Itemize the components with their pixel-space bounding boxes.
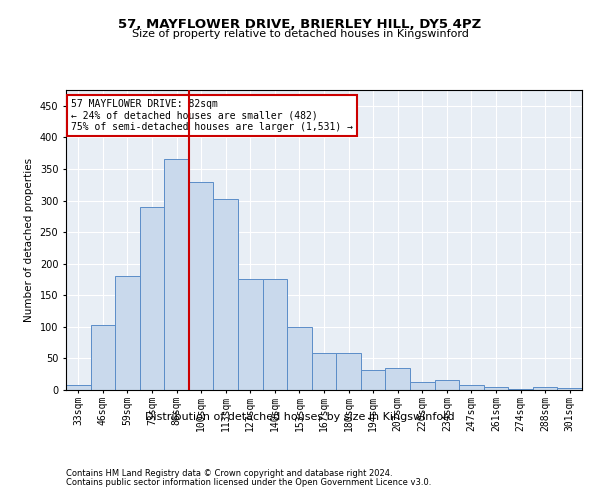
Y-axis label: Number of detached properties: Number of detached properties — [24, 158, 34, 322]
Bar — [115, 276, 140, 390]
Bar — [484, 387, 508, 390]
Bar — [361, 370, 385, 390]
Text: 57, MAYFLOWER DRIVE, BRIERLEY HILL, DY5 4PZ: 57, MAYFLOWER DRIVE, BRIERLEY HILL, DY5 … — [118, 18, 482, 30]
Text: Size of property relative to detached houses in Kingswinford: Size of property relative to detached ho… — [131, 29, 469, 39]
Text: 57 MAYFLOWER DRIVE: 82sqm
← 24% of detached houses are smaller (482)
75% of semi: 57 MAYFLOWER DRIVE: 82sqm ← 24% of detac… — [71, 99, 353, 132]
Bar — [91, 325, 115, 390]
Bar — [140, 207, 164, 390]
Bar — [238, 279, 263, 390]
Bar — [66, 385, 91, 390]
Bar — [287, 327, 312, 390]
Bar — [459, 385, 484, 390]
Bar — [164, 160, 189, 390]
Bar — [189, 182, 214, 390]
Bar — [263, 280, 287, 390]
Text: Distribution of detached houses by size in Kingswinford: Distribution of detached houses by size … — [145, 412, 455, 422]
Text: Contains HM Land Registry data © Crown copyright and database right 2024.: Contains HM Land Registry data © Crown c… — [66, 469, 392, 478]
Bar — [336, 354, 361, 390]
Text: Contains public sector information licensed under the Open Government Licence v3: Contains public sector information licen… — [66, 478, 431, 487]
Bar — [312, 354, 336, 390]
Bar — [385, 368, 410, 390]
Bar — [557, 388, 582, 390]
Bar — [533, 387, 557, 390]
Bar — [434, 380, 459, 390]
Bar — [410, 382, 434, 390]
Bar — [214, 198, 238, 390]
